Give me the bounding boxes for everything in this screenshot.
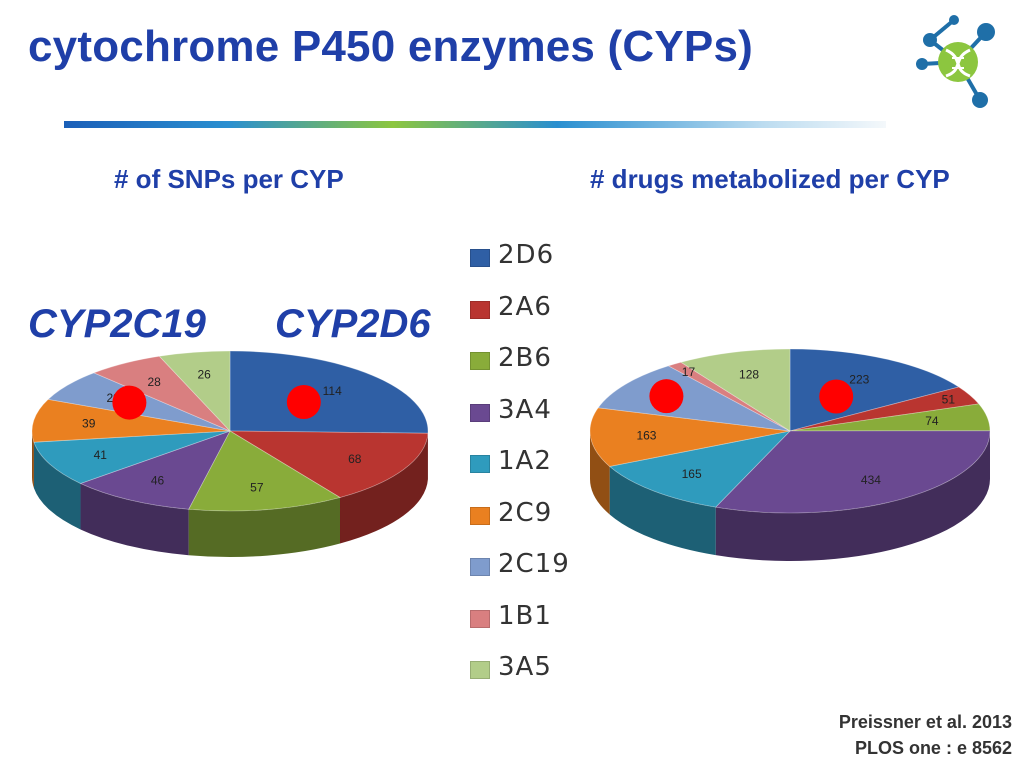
pie-sides — [590, 431, 990, 561]
legend-label: 2A6 — [498, 291, 552, 322]
legend-swatch — [470, 455, 490, 473]
pie-slice-1A2 — [608, 430, 792, 508]
legend-label: 2C19 — [498, 549, 570, 579]
legend-label: 1B1 — [498, 600, 552, 631]
legend-item-1A2: 1A2 — [466, 442, 586, 482]
pie-side-3A4 — [80, 483, 189, 556]
legend-label: 2B6 — [498, 343, 552, 373]
data-label-2B6: 74 — [925, 414, 939, 428]
pie-side-2C9 — [32, 431, 34, 489]
pie-slice-2C9 — [589, 407, 791, 467]
pie-slice-2B6 — [188, 430, 342, 512]
citation-journal: PLOS one : e 8562 — [854, 738, 1012, 758]
legend-item-2A6: 2A6 — [466, 288, 586, 328]
data-label-3A5: 128 — [739, 367, 759, 381]
data-label-1B1: 28 — [147, 375, 161, 389]
legend-item-2C9: 2C9 — [466, 494, 586, 534]
legend-swatch — [470, 506, 490, 525]
legend-item-3A5: 3A5 — [466, 648, 586, 688]
legend-label: 2C9 — [498, 497, 553, 528]
legend-item-2D6: 2D6 — [466, 236, 586, 276]
pie-slice-1B1 — [92, 355, 231, 432]
data-label-2A6: 68 — [348, 452, 362, 466]
legend-swatch — [470, 403, 490, 422]
pie-slice-2B6 — [789, 403, 991, 432]
data-label-2D6: 114 — [323, 384, 342, 398]
slide-title: cytochrome P450 enzymes (CYPs) — [28, 22, 753, 71]
data-label-2C9: 163 — [636, 429, 656, 443]
legend-label: 3A5 — [498, 652, 552, 682]
data-label-2B6: 57 — [250, 481, 264, 495]
legend-swatch — [470, 661, 490, 679]
legend-swatch — [470, 609, 490, 628]
pie-side-1A2 — [609, 466, 716, 556]
citation-author: Preissner et al. 2013 — [838, 712, 1012, 732]
legend-label: 1A2 — [498, 446, 552, 476]
pie-slice-3A5 — [679, 348, 791, 432]
legend-label: 3A4 — [498, 394, 552, 425]
data-label-1B1: 17 — [682, 365, 696, 379]
pie-slice-3A4 — [79, 430, 231, 510]
legend-label: 2D6 — [498, 240, 555, 270]
pie-slice-1B1 — [667, 361, 791, 432]
data-label-3A5: 26 — [197, 367, 211, 381]
data-label-2A6: 51 — [942, 393, 956, 407]
pie-side-3A4 — [715, 431, 990, 561]
pie-sides — [32, 431, 428, 557]
data-label-3A4: 46 — [151, 474, 165, 488]
legend-swatch — [470, 352, 490, 370]
legend-item-1B1: 1B1 — [466, 597, 586, 637]
dna-network-logo-icon — [916, 15, 995, 108]
pie-slice-2A6 — [228, 430, 429, 498]
highlight-marker-2C19 — [112, 385, 147, 420]
pie-slice-3A4 — [714, 430, 991, 514]
data-label-2D6: 223 — [849, 372, 869, 386]
highlight-marker-2C19 — [649, 379, 684, 414]
pie-slice-2D6 — [229, 350, 429, 434]
highlight-marker-2D6 — [819, 379, 854, 414]
pie-slice-2A6 — [789, 386, 980, 432]
pie-side-2C9 — [590, 431, 610, 515]
legend-item-3A4: 3A4 — [466, 391, 586, 431]
pie-slice-2C9 — [31, 398, 231, 443]
legend-swatch — [470, 249, 490, 267]
highlight-marker-2D6 — [286, 384, 321, 419]
pie-slice-2C19 — [597, 365, 791, 432]
gene-label-cyp2d6: CYP2D6 — [275, 302, 431, 346]
pie-side-1A2 — [33, 442, 81, 530]
legend-item-2C19: 2C19 — [466, 545, 586, 585]
data-label-2C9: 39 — [82, 416, 96, 430]
title-divider — [64, 121, 886, 128]
legend-item-2B6: 2B6 — [466, 339, 586, 379]
data-label-3A4: 434 — [861, 473, 881, 487]
legend-swatch — [470, 558, 490, 576]
pie-slice-3A5 — [158, 350, 231, 433]
pie-side-2B6 — [188, 497, 341, 557]
pie-side-2A6 — [340, 433, 428, 544]
subtitle-drugs: # drugs metabolized per CYP — [590, 164, 950, 194]
data-label-1A2: 41 — [94, 448, 108, 462]
gene-label-cyp2c19: CYP2C19 — [28, 302, 206, 346]
subtitle-snps: # of SNPs per CYP — [114, 164, 344, 194]
pie-slice-1A2 — [33, 430, 231, 484]
legend-swatch — [470, 300, 490, 319]
data-label-1A2: 165 — [682, 467, 702, 481]
